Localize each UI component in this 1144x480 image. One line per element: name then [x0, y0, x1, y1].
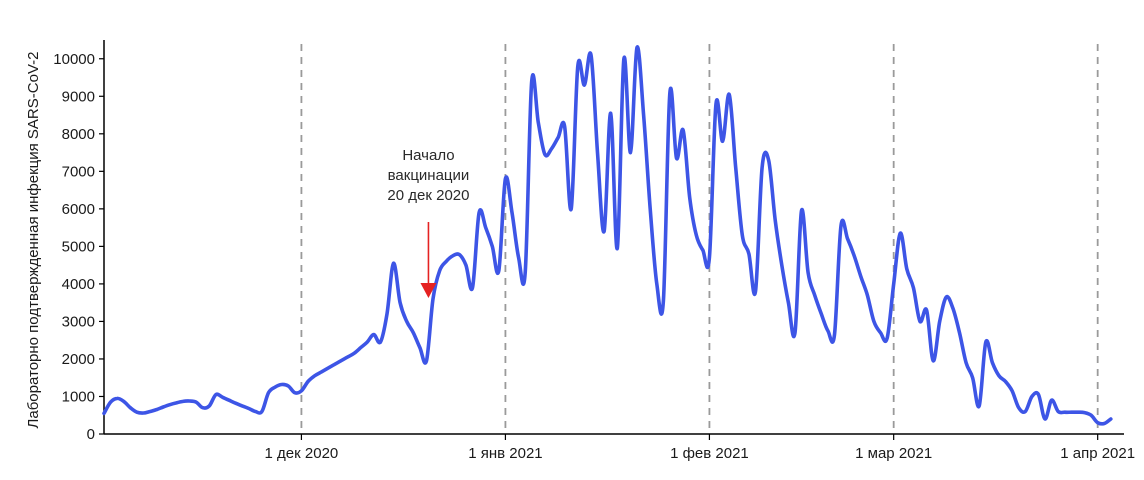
- x-tick-label: 1 мар 2021: [855, 445, 932, 462]
- axes: [103, 40, 1124, 435]
- y-tick-label: 3000: [62, 313, 95, 330]
- vaccination-annotation: Начало вакцинации 20 дек 2020: [387, 147, 469, 298]
- annotation-text-line: Начало: [402, 147, 454, 164]
- y-axis-label: Лабораторно подтвержденная инфекция SARS…: [25, 52, 42, 429]
- y-tick-label: 7000: [62, 163, 95, 180]
- y-tick-label: 1000: [62, 388, 95, 405]
- annotations: Начало вакцинации 20 дек 2020: [387, 147, 469, 298]
- x-tick-label: 1 апр 2021: [1060, 445, 1135, 462]
- y-ticks: 0 1000 2000 3000 4000 5000 6000 7000 8000 9000 100…: [53, 51, 104, 443]
- x-ticks: 1 дек 2020 1 янв 2021 1 фев 2021 1 мар 2021…: [265, 434, 1135, 462]
- y-tick-label: 10000: [53, 51, 95, 68]
- x-tick-label: 1 дек 2020: [265, 445, 339, 462]
- y-tick-label: 6000: [62, 201, 95, 218]
- y-tick-label: 5000: [62, 238, 95, 255]
- y-tick-label: 8000: [62, 126, 95, 143]
- y-tick-label: 2000: [62, 351, 95, 368]
- annotation-text-line: 20 дек 2020: [387, 187, 469, 204]
- series: [102, 45, 1113, 426]
- month-gridlines: [300, 44, 1099, 434]
- x-tick-label: 1 янв 2021: [468, 445, 542, 462]
- annotation-arrow-head: [420, 283, 437, 298]
- x-tick-label: 1 фев 2021: [670, 445, 749, 462]
- y-tick-label: 4000: [62, 276, 95, 293]
- annotation-text-line: вакцинации: [388, 167, 470, 184]
- y-tick-label: 0: [87, 426, 95, 443]
- y-tick-label: 9000: [62, 88, 95, 105]
- series-line: [102, 45, 1113, 426]
